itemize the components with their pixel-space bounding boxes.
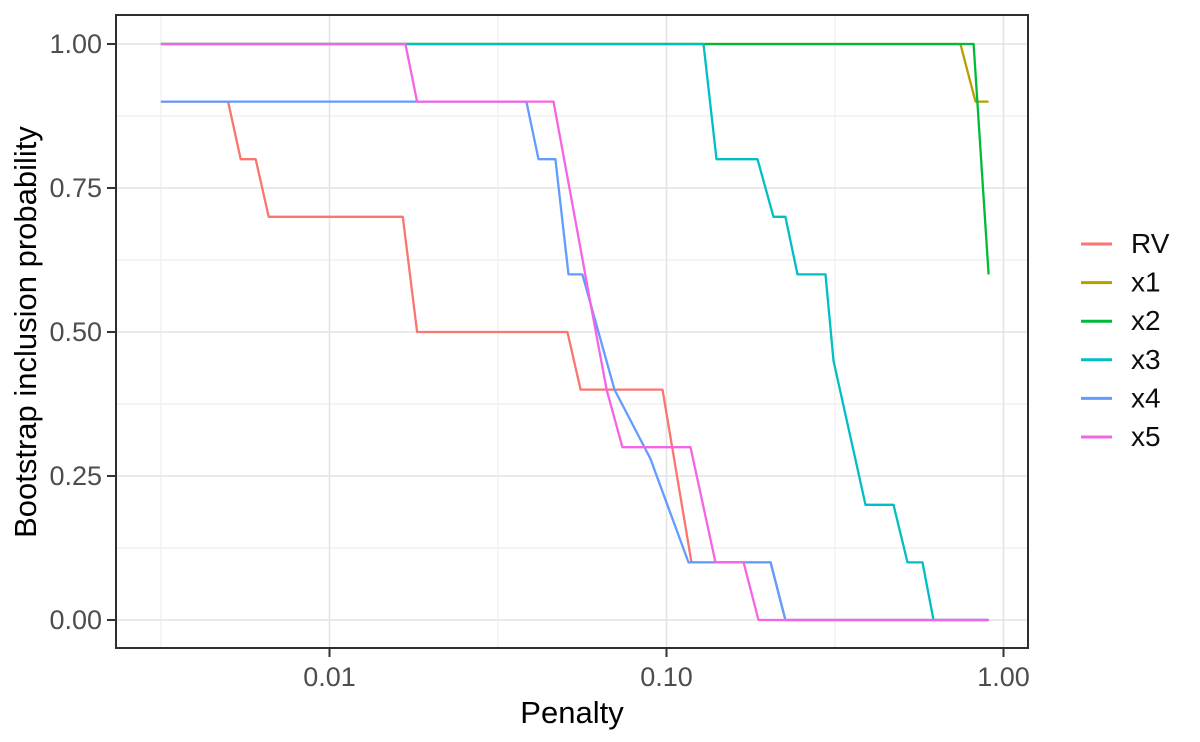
y-tick-label: 1.00 <box>49 29 102 59</box>
legend-label-x3: x3 <box>1131 344 1161 375</box>
grid-minor-lines <box>116 15 1028 648</box>
x-axis-title: Penalty <box>520 695 624 730</box>
axis-ticks <box>107 43 1005 657</box>
series-line-x5 <box>160 42 989 622</box>
legend-label-x5: x5 <box>1131 421 1161 452</box>
legend-label-x2: x2 <box>1131 305 1161 336</box>
x-tick-label: 0.01 <box>303 662 356 692</box>
legend: RV x1 x2 x3 x4 x5 <box>1081 228 1170 452</box>
y-tick-label: 0.25 <box>49 461 102 491</box>
x-tick-label: 0.10 <box>640 662 693 692</box>
legend-label-x1: x1 <box>1131 267 1161 298</box>
series-line-x4 <box>160 100 989 622</box>
series-lines <box>160 42 990 622</box>
y-tick-label: 0.00 <box>49 605 102 635</box>
legend-label-x4: x4 <box>1131 382 1161 413</box>
tick-labels: 0.01 0.10 1.00 0.00 0.25 0.50 0.75 1.00 <box>49 29 1029 692</box>
y-tick-label: 0.50 <box>49 317 102 347</box>
legend-label-RV: RV <box>1131 228 1170 259</box>
y-axis-title: Bootstrap inclusion probability <box>8 126 43 538</box>
x-tick-label: 1.00 <box>977 662 1030 692</box>
series-line-x3 <box>160 42 989 622</box>
y-tick-label: 0.75 <box>49 173 102 203</box>
